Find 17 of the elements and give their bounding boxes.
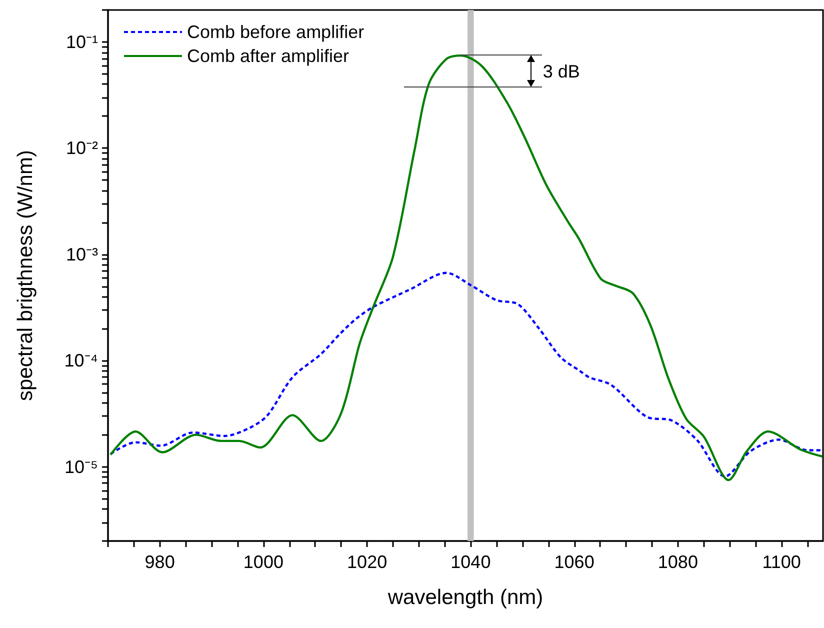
x-tick-label: 1080 bbox=[658, 552, 698, 572]
x-tick-label: 1100 bbox=[762, 552, 801, 572]
x-tick-label: 1020 bbox=[347, 552, 388, 572]
y-tick-label: 10⁻⁵ bbox=[64, 456, 98, 477]
legend-label: Comb before amplifier bbox=[187, 22, 364, 42]
y-tick-label: 10⁻¹ bbox=[66, 32, 98, 52]
x-tick-label: 980 bbox=[144, 552, 175, 572]
x-axis-title: wavelength (nm) bbox=[386, 586, 544, 609]
y-axis-title: spectral brigthness (W/nm) bbox=[14, 150, 37, 401]
annotation: 3 dB bbox=[542, 61, 580, 82]
y-tick-label: 10⁻⁴ bbox=[64, 350, 98, 371]
x-tick-label: 1060 bbox=[554, 552, 594, 572]
legend-label: Comb after amplifier bbox=[187, 46, 350, 66]
x-tick-label: 1000 bbox=[243, 552, 284, 572]
y-tick-label: 10⁻² bbox=[66, 138, 98, 158]
y-tick-label: 10⁻³ bbox=[66, 244, 98, 264]
x-tick-label: 1040 bbox=[450, 552, 491, 572]
